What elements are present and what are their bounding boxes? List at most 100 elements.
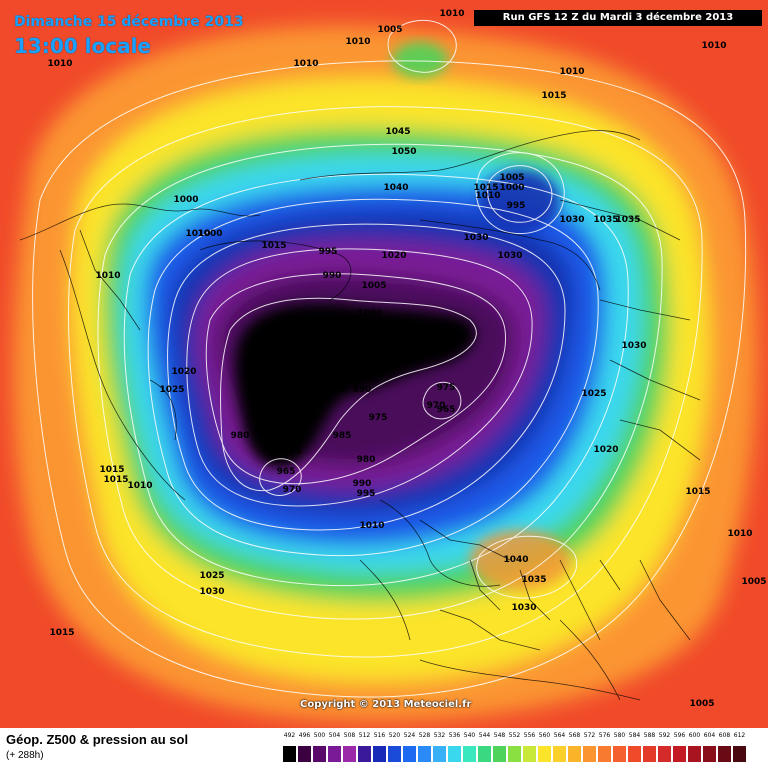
scale-swatch <box>283 746 296 762</box>
scale-swatch <box>613 746 626 762</box>
scale-label: 560 <box>538 732 551 739</box>
scale-swatch <box>568 746 581 762</box>
pressure-label: 1030 <box>497 251 522 261</box>
scale-label: 516 <box>373 732 386 739</box>
scale-swatch <box>388 746 401 762</box>
isobar <box>167 223 566 531</box>
pressure-label: 1030 <box>559 215 584 225</box>
scale-label: 500 <box>313 732 326 739</box>
pressure-label: 990 <box>353 479 372 489</box>
pressure-label: 1010 <box>727 529 752 539</box>
pressure-label: 1030 <box>199 587 224 597</box>
pressure-label: 975 <box>437 383 456 393</box>
isobar <box>259 458 302 496</box>
isobar <box>147 198 599 557</box>
scale-label: 528 <box>418 732 431 739</box>
pressure-label: 1025 <box>581 389 606 399</box>
greenland-coast <box>199 240 352 301</box>
pressure-label: 980 <box>357 455 376 465</box>
map-panel: 1010 1005 1010 1010 1010 1010 1015 1045 … <box>0 0 768 728</box>
pressure-label: 1015 <box>99 465 124 475</box>
pressure-label: 990 <box>353 385 372 395</box>
scale-swatch <box>538 746 551 762</box>
scale-label: 556 <box>523 732 536 739</box>
scale-label: 548 <box>493 732 506 739</box>
scale-swatch <box>583 746 596 762</box>
scale-label: 508 <box>343 732 356 739</box>
forecast-lead-time: (+ 288h) <box>6 750 44 761</box>
isobar <box>32 60 747 698</box>
pressure-label: 995 <box>319 247 338 257</box>
scale-swatch <box>358 746 371 762</box>
isobar <box>475 152 565 235</box>
pressure-label: 1040 <box>503 555 528 565</box>
scale-swatch <box>328 746 341 762</box>
scale-label: 604 <box>703 732 716 739</box>
pressure-label: 1030 <box>463 233 488 243</box>
forecast-date: Dimanche 15 décembre 2013 <box>14 14 244 30</box>
scale-swatch <box>673 746 686 762</box>
scale-label: 576 <box>598 732 611 739</box>
scale-swatch <box>448 746 461 762</box>
isobar <box>387 19 457 73</box>
scale-swatch <box>553 746 566 762</box>
pressure-labels: 1010 1005 1010 1010 1010 1010 1015 1045 … <box>47 9 766 709</box>
pressure-label: 990 <box>327 385 346 395</box>
pressure-label: 985 <box>333 431 352 441</box>
scale-swatch <box>463 746 476 762</box>
pressure-label: 1015 <box>541 91 566 101</box>
pressure-label: 1020 <box>593 445 618 455</box>
pacific-low-cell <box>480 170 560 230</box>
scale-swatch <box>493 746 506 762</box>
coastlines <box>19 130 701 701</box>
scale-swatch <box>703 746 716 762</box>
scale-swatch <box>478 746 491 762</box>
scale-label: 492 <box>283 732 296 739</box>
color-scale: 492 496 500 504 508 512 516 520 524 528 532 536 540 5… <box>283 732 751 764</box>
scale-label: 584 <box>628 732 641 739</box>
pressure-label: 1010 <box>95 271 120 281</box>
pressure-label: 1000 <box>499 183 524 193</box>
isobar <box>476 535 578 599</box>
pressure-label: 1035 <box>593 215 618 225</box>
pressure-label: 1005 <box>741 577 766 587</box>
north-green-cell <box>392 42 448 78</box>
scale-label: 504 <box>328 732 341 739</box>
isobar <box>97 143 663 620</box>
scale-label: 552 <box>508 732 521 739</box>
scale-label: 592 <box>658 732 671 739</box>
forecast-time: 13:00 locale <box>14 34 151 58</box>
pressure-label: 1030 <box>511 603 536 613</box>
pressure-label: 1015 <box>685 487 710 497</box>
isobar <box>487 165 553 223</box>
scale-label: 564 <box>553 732 566 739</box>
scale-label: 580 <box>613 732 626 739</box>
pressure-label: 1015 <box>473 183 498 193</box>
pressure-label: 1010 <box>475 191 500 201</box>
isobar <box>422 381 462 420</box>
low-core <box>235 303 476 469</box>
asia-borders <box>559 199 701 461</box>
north-america-coast <box>19 203 261 501</box>
pressure-label: 1010 <box>293 59 318 69</box>
pressure-label: 1010 <box>47 59 72 69</box>
map-parameter-title: Géop. Z500 & pression au sol <box>6 732 189 747</box>
pressure-label: 970 <box>427 401 446 411</box>
pressure-label: 1050 <box>391 147 416 157</box>
pressure-label: 1000 <box>173 195 198 205</box>
scale-swatch <box>643 746 656 762</box>
pressure-label: 1000 <box>197 229 222 239</box>
pressure-label: 990 <box>323 271 342 281</box>
pressure-label: 975 <box>369 413 388 423</box>
scale-label: 612 <box>733 732 746 739</box>
legend-bar: Géop. Z500 & pression au sol (+ 288h) 49… <box>0 728 768 768</box>
europe-borders <box>469 559 691 641</box>
pressure-label: 1045 <box>385 127 410 137</box>
pressure-label: 1035 <box>615 215 640 225</box>
scale-swatch <box>733 746 746 762</box>
scale-label: 588 <box>643 732 656 739</box>
pressure-label: 1010 <box>359 521 384 531</box>
pressure-label: 1010 <box>439 9 464 19</box>
scale-swatch <box>418 746 431 762</box>
